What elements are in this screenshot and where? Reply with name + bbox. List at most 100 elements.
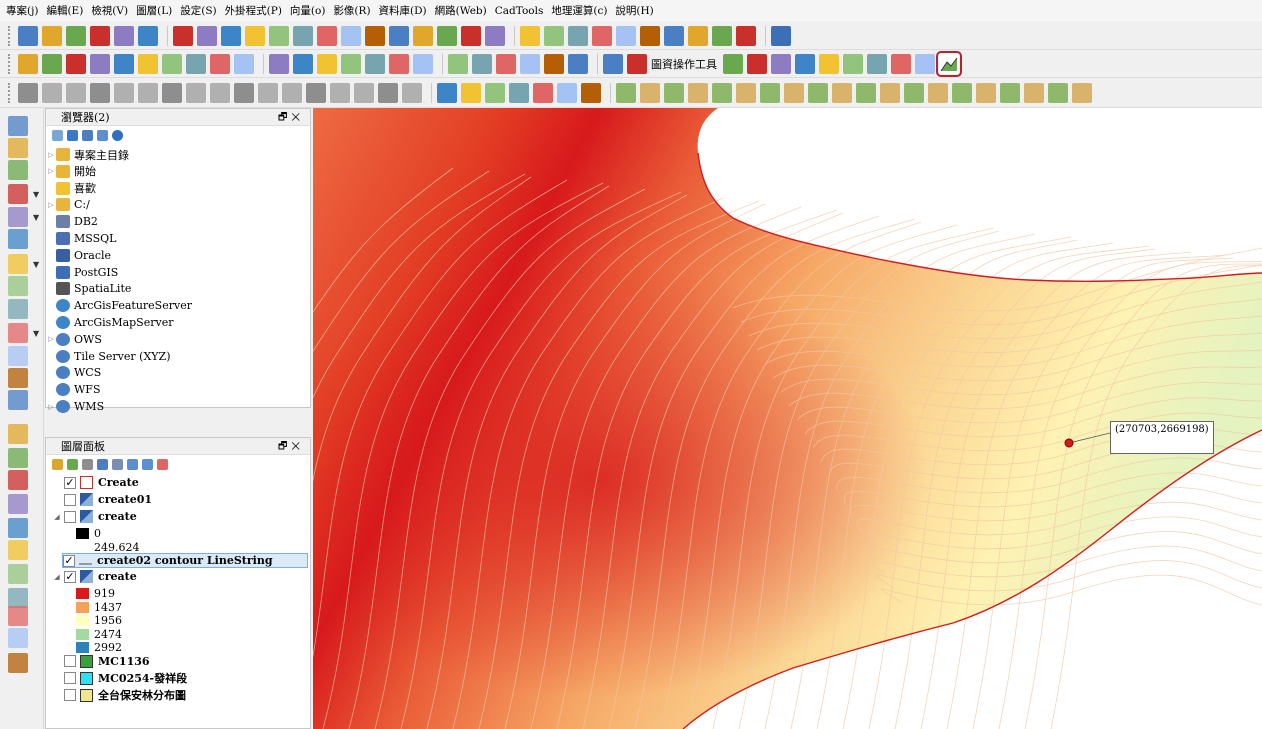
style-icon[interactable] [52, 458, 63, 470]
menu-item-7[interactable]: 影像(R) [333, 5, 371, 17]
collapse-arrow-icon[interactable]: ◢ [54, 572, 60, 581]
cad-tool-icon[interactable] [712, 82, 732, 103]
plugin-icon[interactable] [603, 53, 623, 74]
csw-icon[interactable] [568, 53, 588, 74]
add-spatialite-icon[interactable] [544, 53, 564, 74]
cad-tool-icon[interactable] [616, 82, 636, 103]
new-map-view-icon[interactable] [437, 25, 457, 46]
add-arcgis-icon[interactable] [8, 390, 28, 410]
rotate-label-icon[interactable] [365, 53, 385, 74]
menu-item-1[interactable]: 編輯(E) [46, 5, 84, 17]
add-delimited-layer-icon[interactable] [8, 160, 28, 180]
layer-diagram-icon[interactable] [413, 53, 433, 74]
field-calculator-icon[interactable] [640, 25, 660, 46]
cad-tool-icon[interactable] [832, 82, 852, 103]
chevron-down-icon[interactable]: ▼ [33, 329, 40, 338]
expand-all-icon[interactable] [127, 458, 138, 470]
show-labels-icon[interactable] [317, 53, 337, 74]
identify-icon[interactable] [520, 25, 540, 46]
layer-row[interactable]: MC0254-發祥段 [46, 671, 187, 686]
layer-row[interactable]: ◢ create [46, 509, 137, 524]
offset-curve-icon[interactable] [282, 82, 302, 103]
cad-tool-icon[interactable] [880, 82, 900, 103]
layer-row[interactable]: create01 [46, 492, 152, 507]
cad-tool-icon[interactable] [1000, 82, 1020, 103]
label-icon[interactable] [269, 53, 289, 74]
expand-arrow-icon[interactable]: ▷ [48, 150, 54, 159]
toolbar-grip[interactable] [8, 25, 12, 46]
pan-icon[interactable] [197, 25, 217, 46]
menu-item-8[interactable]: 資料庫(D) [378, 5, 427, 17]
save-as-icon[interactable] [90, 25, 110, 46]
vertex-tool-icon[interactable] [114, 53, 134, 74]
add-raster-layer-icon[interactable] [8, 138, 28, 158]
menu-item-6[interactable]: 向量(o) [289, 5, 326, 17]
layer-row[interactable]: MC1136 [46, 654, 150, 669]
collapse-all-icon[interactable] [142, 458, 153, 470]
browser-item[interactable]: 喜歡 [46, 180, 96, 197]
cad-tool-icon[interactable] [784, 82, 804, 103]
chevron-down-icon[interactable]: ▼ [33, 190, 40, 199]
layer-row[interactable]: ✓ create02 contour LineString [62, 553, 308, 568]
add-wcs-icon[interactable] [8, 346, 28, 366]
change-label-icon[interactable] [389, 53, 409, 74]
shield-plugin-icon[interactable] [819, 53, 839, 74]
menu-item-9[interactable]: 網路(Web) [434, 5, 487, 17]
zoom-native-icon[interactable] [293, 25, 313, 46]
filter-icon[interactable] [82, 129, 93, 141]
pan-to-selection-icon[interactable] [173, 25, 193, 46]
edit-icon[interactable] [8, 606, 28, 626]
create-layer-icon[interactable] [8, 653, 28, 673]
zoom-next-icon[interactable] [413, 25, 433, 46]
refresh-icon[interactable] [485, 25, 505, 46]
copy-features-icon[interactable] [186, 53, 206, 74]
manage-map-themes-icon[interactable] [82, 458, 93, 470]
delete-selected-icon[interactable] [138, 53, 158, 74]
layer-visibility-checkbox[interactable]: ✓ [64, 569, 76, 583]
menu-item-3[interactable]: 圖層(L) [136, 5, 173, 17]
paste-features-icon[interactable] [210, 53, 230, 74]
browser-item[interactable]: ▷ 專案主目錄 [46, 146, 129, 163]
browser-item[interactable]: ▷ OWS [46, 331, 102, 348]
zoom-in-icon[interactable] [245, 25, 265, 46]
add-ring-icon2[interactable] [8, 564, 28, 584]
browser-item[interactable]: ArcGisMapServer [46, 314, 173, 331]
chevron-down-icon[interactable]: ▼ [33, 213, 40, 222]
trace-icon[interactable] [581, 82, 601, 103]
save-edits-icon[interactable] [66, 53, 86, 74]
table-plugin-icon[interactable] [771, 53, 791, 74]
cad-tool-icon[interactable] [688, 82, 708, 103]
menu-item-12[interactable]: 說明(H) [615, 5, 654, 17]
cad-tool-icon[interactable] [1024, 82, 1044, 103]
undo-icon[interactable] [234, 53, 254, 74]
layer-visibility-checkbox[interactable] [64, 689, 76, 701]
add-spatialite-layer-icon[interactable] [8, 207, 28, 227]
expand-arrow-icon[interactable]: ▷ [48, 335, 54, 344]
cad-tool-icon[interactable] [928, 82, 948, 103]
add-oracle-icon[interactable] [8, 254, 28, 274]
collapse-all-icon[interactable] [97, 129, 108, 141]
cad-tool-icon[interactable] [952, 82, 972, 103]
toggle-editing-icon[interactable] [42, 53, 62, 74]
chevron-down-icon[interactable]: ▼ [33, 260, 40, 269]
globe-plugin-icon[interactable] [747, 53, 767, 74]
add-wfs-icon[interactable] [496, 53, 516, 74]
browser-item[interactable]: ▷ C:/ [46, 196, 90, 213]
expand-arrow-icon[interactable]: ▷ [48, 167, 54, 176]
open-project-icon[interactable] [42, 25, 62, 46]
menu-item-4[interactable]: 設定(S) [180, 5, 217, 17]
measure-icon[interactable] [688, 25, 708, 46]
rotate-symbols-icon[interactable] [402, 82, 422, 103]
scale-icon[interactable] [867, 53, 887, 74]
collapse-arrow-icon[interactable]: ◢ [54, 512, 60, 521]
panel-controls[interactable]: 🗗✕ [277, 441, 304, 452]
elevation-map[interactable] [313, 108, 1262, 729]
search-plugin-icon[interactable] [915, 53, 935, 74]
select-features-icon[interactable] [568, 25, 588, 46]
current-edits-icon[interactable] [18, 53, 38, 74]
split-features-icon[interactable] [306, 82, 326, 103]
layer-visibility-checkbox[interactable] [64, 493, 76, 506]
new-spatialite-icon[interactable] [8, 448, 28, 468]
delete-part-icon[interactable] [234, 82, 254, 103]
rotate-feature-icon[interactable] [90, 82, 110, 103]
